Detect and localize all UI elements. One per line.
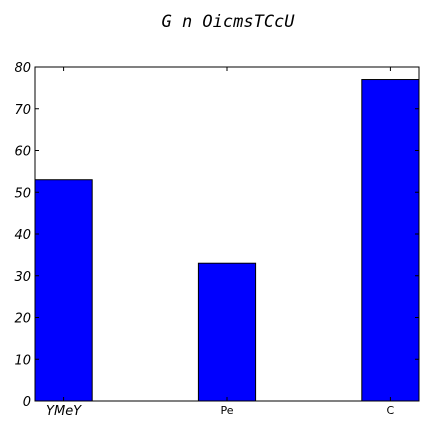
plot-frame: [34, 66, 420, 402]
y-tick-label: 0: [23, 395, 31, 410]
bars-group: [34, 79, 420, 402]
y-tick-label: 10: [14, 353, 31, 368]
x-tick-label: Pe: [220, 404, 233, 417]
y-tick-label: 60: [14, 145, 31, 160]
bar-Pe: [197, 262, 257, 402]
bar-YMeY: [34, 179, 93, 402]
y-tick-label: 80: [14, 61, 31, 76]
chart-title: G n OicmsTCcU: [161, 12, 295, 32]
bar-C: [361, 79, 420, 402]
y-tick-label: 30: [14, 270, 31, 285]
y-tick-label: 50: [14, 186, 31, 201]
y-tick-label: 40: [14, 228, 31, 243]
x-tick-label: YMeY: [46, 404, 82, 419]
x-axis: YMeY Pe C: [46, 67, 395, 419]
y-axis: 0 10 20 30 40 50 60 70 80: [14, 61, 419, 410]
x-tick-label: C: [387, 404, 395, 417]
y-tick-label: 70: [14, 103, 31, 118]
y-tick-label: 20: [14, 312, 31, 327]
